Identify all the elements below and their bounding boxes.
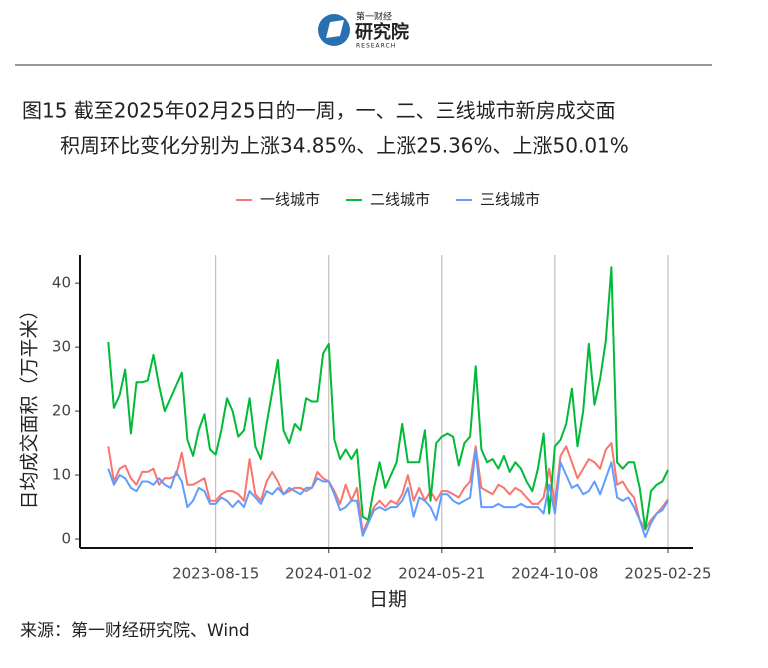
x-tick-label: 2024-10-08: [511, 565, 598, 583]
y-tick-label: 20: [52, 402, 71, 420]
legend-label: 一线城市: [260, 191, 320, 209]
line-series: [107, 442, 669, 534]
line-series: [107, 448, 669, 539]
x-axis-label: 日期: [369, 589, 407, 611]
y-tick-label: 0: [61, 530, 71, 548]
x-tick-label: 2024-05-21: [398, 565, 485, 583]
y-tick-label: 40: [52, 274, 71, 292]
logo: 第一财经 研究院 RESEARCH: [318, 11, 409, 50]
y-axis-label: 日均成交面积（万平米）: [19, 300, 41, 509]
x-tick-label: 2024-01-02: [285, 565, 372, 583]
line-series: [107, 266, 669, 531]
source: 来源：第一财经研究院、Wind: [20, 621, 250, 641]
chart-title: 积周环比变化分别为上涨34.85%、上涨25.36%、上涨50.01%: [60, 134, 629, 158]
x-tick-label: 2025-02-25: [624, 565, 711, 583]
logo-main: 研究院: [355, 21, 409, 43]
legend-label: 三线城市: [480, 191, 540, 209]
chart-title: 图15 截至2025年02月25日的一周，一、二、三线城市新房成交面: [22, 99, 616, 123]
logo-top: 第一财经: [356, 11, 392, 23]
legend-label: 二线城市: [370, 191, 430, 209]
logo-icon-book: [326, 20, 344, 38]
x-tick-label: 2023-08-15: [172, 565, 259, 583]
y-tick-label: 10: [52, 466, 71, 484]
y-tick-label: 30: [52, 338, 71, 356]
logo-sub: RESEARCH: [356, 43, 396, 50]
